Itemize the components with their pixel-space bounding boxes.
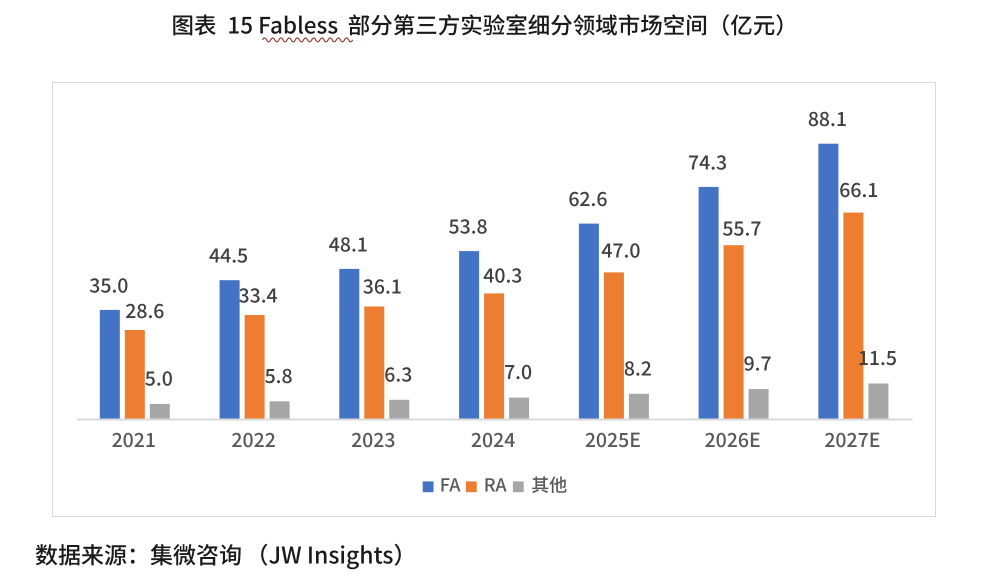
- svg-text:数据来源：集微咨询（JW Insights）: 数据来源：集微咨询 （JW Insights）: [35, 537, 416, 571]
- svg-text:47.0: 47.0: [601, 235, 640, 264]
- svg-text:9.7: 9.7: [744, 348, 772, 377]
- svg-text:2027E: 2027E: [824, 424, 880, 453]
- svg-text:FA: FA: [440, 471, 461, 497]
- svg-text:44.5: 44.5: [209, 240, 248, 269]
- svg-text:其他: 其他: [531, 471, 567, 497]
- svg-text:图表 15 Fabless 部分第三方实验室细分领域市场空间: 图表 15 Fabless 部分第三方实验室细分领域市场空间（亿元）: [172, 9, 798, 41]
- svg-text:5.8: 5.8: [265, 360, 293, 389]
- svg-text:5.0: 5.0: [145, 362, 173, 391]
- svg-text:2023: 2023: [351, 424, 395, 453]
- svg-text:40.3: 40.3: [483, 260, 522, 289]
- svg-text:36.1: 36.1: [363, 270, 402, 299]
- svg-text:48.1: 48.1: [329, 228, 368, 257]
- svg-text:6.3: 6.3: [384, 358, 412, 387]
- svg-text:88.1: 88.1: [808, 103, 847, 132]
- svg-text:74.3: 74.3: [688, 146, 727, 175]
- svg-text:62.6: 62.6: [568, 183, 607, 212]
- svg-text:53.8: 53.8: [449, 211, 488, 240]
- svg-text:2026E: 2026E: [705, 424, 761, 453]
- svg-text:7.0: 7.0: [504, 356, 532, 385]
- svg-text:2024: 2024: [471, 424, 515, 453]
- svg-text:66.1: 66.1: [839, 174, 878, 203]
- svg-text:8.2: 8.2: [624, 352, 652, 381]
- svg-text:2025E: 2025E: [585, 424, 641, 453]
- svg-text:2021: 2021: [112, 424, 156, 453]
- svg-text:33.4: 33.4: [239, 279, 278, 308]
- svg-text:28.6: 28.6: [125, 295, 164, 324]
- svg-text:2022: 2022: [231, 424, 275, 453]
- svg-text:RA: RA: [484, 471, 508, 497]
- svg-text:55.7: 55.7: [722, 213, 761, 242]
- svg-text:35.0: 35.0: [89, 269, 128, 298]
- svg-text:11.5: 11.5: [858, 342, 897, 371]
